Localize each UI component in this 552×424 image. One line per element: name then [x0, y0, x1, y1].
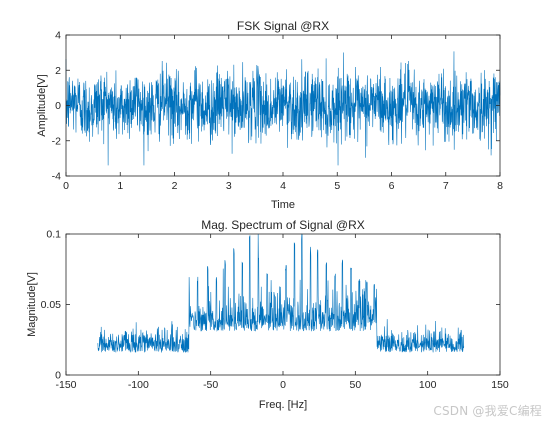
x-tick-label: -100 — [128, 379, 149, 391]
y-tick-label: -4 — [52, 171, 61, 183]
x-tick-label: -50 — [203, 379, 218, 391]
x-tick-label: 8 — [497, 180, 503, 192]
x-axis-label-1: Time — [271, 199, 295, 211]
x-tick-label: 100 — [419, 379, 437, 391]
y-tick-label: 2 — [55, 65, 61, 77]
y-tick-label: 0.1 — [46, 229, 61, 241]
y-tick-label: 0 — [55, 100, 61, 112]
y-tick-label: -2 — [52, 135, 61, 147]
watermark: CSDN @我爱C编程 — [433, 404, 542, 418]
x-ticks-1: 0 1 2 3 4 5 6 7 8 — [63, 35, 503, 192]
x-tick-label: 6 — [389, 180, 395, 192]
x-tick-label: -150 — [55, 379, 76, 391]
subplot-spectrum: Mag. Spectrum of Signal @RX -150 -100 -50 0… — [26, 218, 509, 411]
axes-box-2 — [65, 233, 501, 376]
y-tick-label: 4 — [55, 30, 61, 42]
y-tick-label: 0.05 — [41, 299, 62, 311]
x-tick-label: 0 — [63, 180, 69, 192]
x-tick-label: 2 — [172, 180, 178, 192]
y-axis-label-1: Amplitude[V] — [36, 74, 48, 136]
x-tick-label: 4 — [280, 180, 286, 192]
x-tick-label: 3 — [226, 180, 232, 192]
chart-title-1: FSK Signal @RX — [237, 19, 329, 33]
x-tick-label: 1 — [117, 180, 123, 192]
x-tick-label: 50 — [349, 379, 361, 391]
spectrum-line — [97, 233, 465, 353]
y-tick-label: 0 — [55, 370, 61, 382]
x-tick-label: 7 — [443, 180, 449, 192]
y-ticks-1: -4 -2 0 2 4 — [52, 30, 500, 183]
x-tick-label: 0 — [280, 379, 286, 391]
chart-title-2: Mag. Spectrum of Signal @RX — [201, 218, 365, 232]
series-line-1 — [65, 51, 501, 166]
x-ticks-2: -150 -100 -50 0 50 100 150 — [55, 234, 509, 391]
x-tick-label: 150 — [491, 379, 509, 391]
time-signal-line — [65, 51, 501, 166]
y-axis-label-2: Magnitude[V] — [26, 272, 38, 337]
series-line-2 — [97, 233, 465, 353]
subplot-time-domain: FSK Signal @RX 0 1 2 3 4 5 6 7 8 -4 -2 0 2 4 Time Am… — [36, 19, 503, 211]
x-axis-label-2: Freq. [Hz] — [259, 399, 307, 411]
x-tick-label: 5 — [334, 180, 340, 192]
y-ticks-2: 0 0.05 0.1 — [41, 229, 500, 382]
